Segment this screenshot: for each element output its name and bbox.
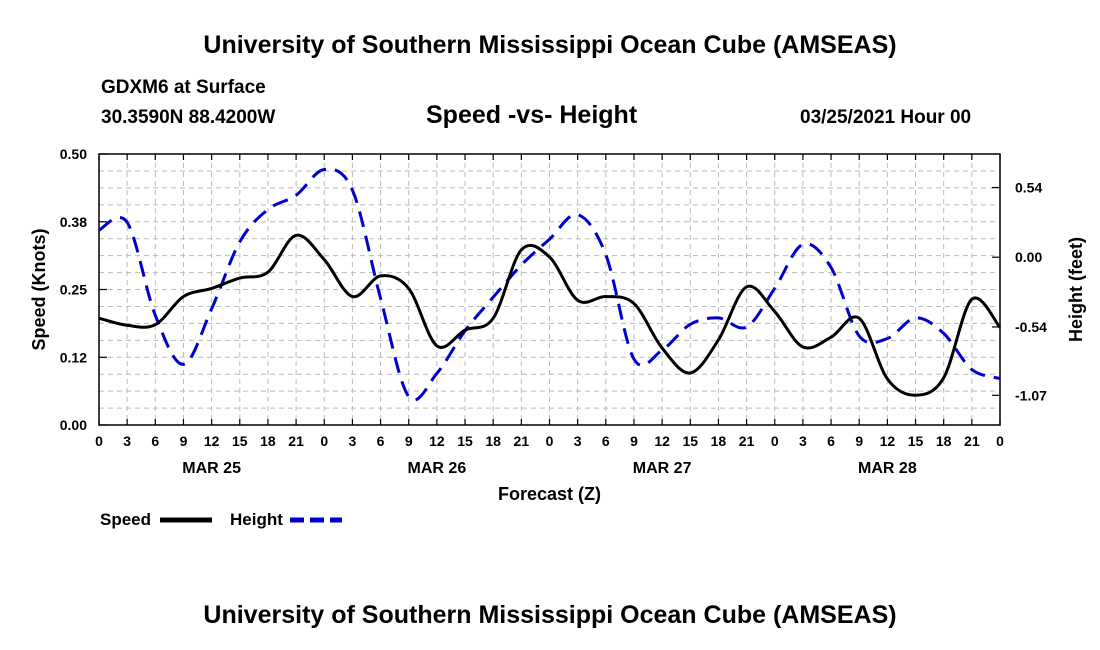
x-tick-label: 15 bbox=[682, 433, 698, 449]
x-tick-label: 0 bbox=[771, 433, 779, 449]
x-tick-label: 15 bbox=[908, 433, 924, 449]
x-axis-title: Forecast (Z) bbox=[498, 484, 601, 504]
chart-title: Speed -vs- Height bbox=[426, 101, 638, 129]
x-tick-label: 9 bbox=[180, 433, 188, 449]
x-tick-label: 0 bbox=[95, 433, 103, 449]
page-title: University of Southern Mississippi Ocean… bbox=[203, 31, 897, 59]
height-series-line bbox=[98, 167, 1001, 402]
y-axis-title: Speed (Knots) bbox=[29, 228, 49, 350]
x-tick-label: 3 bbox=[123, 433, 131, 449]
station-label: GDXM6 at Surface bbox=[101, 77, 266, 98]
y2-axis-title: Height (feet) bbox=[1066, 237, 1086, 342]
x-tick-label: 3 bbox=[574, 433, 582, 449]
x-tick-label: 12 bbox=[880, 433, 896, 449]
x-tick-label: 0 bbox=[996, 433, 1004, 449]
x-tick-label: 3 bbox=[349, 433, 357, 449]
footer-title: University of Southern Mississippi Ocean… bbox=[203, 601, 897, 629]
legend-height-label: Height bbox=[230, 510, 283, 529]
x-tick-label: 12 bbox=[429, 433, 445, 449]
x-tick-label: 18 bbox=[485, 433, 501, 449]
y2-tick-label: -0.54 bbox=[1015, 319, 1047, 335]
x-tick-label: 15 bbox=[457, 433, 473, 449]
y-tick-label: 0.25 bbox=[60, 282, 87, 298]
x-tick-label: 3 bbox=[799, 433, 807, 449]
x-tick-label: 18 bbox=[260, 433, 276, 449]
y2-tick-label: 0.54 bbox=[1015, 180, 1042, 196]
legend-speed-label: Speed bbox=[100, 510, 152, 529]
x-tick-label: 15 bbox=[232, 433, 248, 449]
day-label: MAR 27 bbox=[633, 460, 692, 477]
x-tick-label: 6 bbox=[827, 433, 835, 449]
y-tick-label: 0.12 bbox=[60, 349, 87, 365]
y-tick-label: 0.38 bbox=[60, 214, 87, 230]
coordinates-label: 30.3590N 88.4200W bbox=[101, 107, 276, 128]
x-tick-label: 0 bbox=[546, 433, 554, 449]
x-tick-label: 9 bbox=[405, 433, 413, 449]
x-tick-label: 6 bbox=[377, 433, 385, 449]
datetime-label: 03/25/2021 Hour 00 bbox=[800, 107, 972, 128]
x-tick-label: 9 bbox=[630, 433, 638, 449]
x-tick-label: 9 bbox=[855, 433, 863, 449]
x-tick-label: 6 bbox=[602, 433, 610, 449]
day-label: MAR 26 bbox=[408, 460, 467, 477]
x-tick-label: 21 bbox=[964, 433, 980, 449]
y2-tick-label: -1.07 bbox=[1015, 387, 1047, 403]
x-tick-label: 21 bbox=[514, 433, 530, 449]
x-tick-label: 6 bbox=[151, 433, 159, 449]
y-tick-label: 0.00 bbox=[60, 417, 87, 433]
speed-series-line bbox=[98, 233, 1002, 397]
x-tick-label: 12 bbox=[204, 433, 220, 449]
x-tick-label: 18 bbox=[711, 433, 727, 449]
x-tick-label: 12 bbox=[654, 433, 670, 449]
x-tick-label: 18 bbox=[936, 433, 952, 449]
x-tick-label: 0 bbox=[320, 433, 328, 449]
y-tick-label: 0.50 bbox=[60, 146, 87, 162]
x-tick-label: 21 bbox=[288, 433, 304, 449]
day-label: MAR 28 bbox=[858, 460, 917, 477]
x-tick-label: 21 bbox=[739, 433, 755, 449]
y2-tick-label: 0.00 bbox=[1015, 249, 1042, 265]
day-label: MAR 25 bbox=[182, 460, 241, 477]
